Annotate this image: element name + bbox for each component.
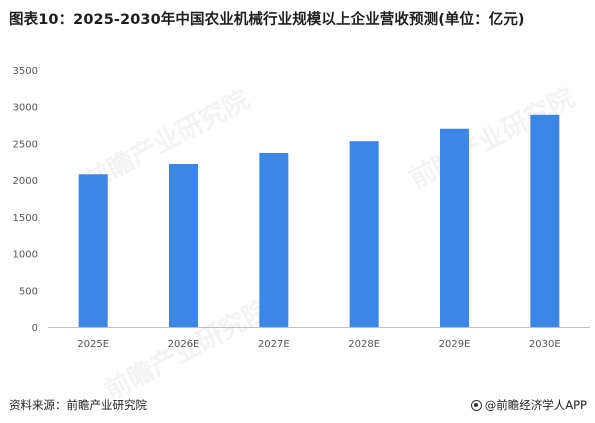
x-tick-label: 2026E — [168, 339, 200, 350]
bar-2026E — [169, 163, 198, 327]
bar-2027E — [259, 152, 289, 327]
x-tick-label: 2030E — [529, 339, 561, 350]
bar-2028E — [349, 141, 379, 327]
brand-credit: @前瞻经济学人APP — [470, 397, 587, 413]
bars — [78, 114, 560, 327]
y-tick-label: 3500 — [13, 66, 38, 77]
brand-text: @前瞻经济学人APP — [484, 398, 587, 412]
source-note: 资料来源：前瞻产业研究院 — [9, 398, 147, 412]
x-tick-label: 2028E — [348, 339, 380, 350]
x-tick-label: 2027E — [258, 339, 290, 350]
bar-2030E — [530, 114, 560, 327]
y-tick-label: 0 — [32, 323, 38, 334]
bar-2029E — [440, 128, 469, 327]
y-axis-ticks: 0 500 1000 1500 2000 2500 3000 3500 — [13, 66, 38, 334]
y-tick-label: 1500 — [13, 213, 38, 224]
y-tick-label: 2500 — [13, 139, 38, 150]
x-axis-ticks: 2025E 2026E 2027E 2028E 2029E 2030E — [77, 339, 560, 350]
x-tick-label: 2025E — [77, 339, 109, 350]
y-tick-label: 2000 — [13, 176, 38, 187]
bar-2025E — [78, 174, 108, 327]
y-tick-label: 500 — [19, 286, 38, 297]
chart-title: 图表10：2025-2030年中国农业机械行业规模以上企业营收预测(单位：亿元) — [9, 12, 525, 28]
y-tick-label: 3000 — [13, 103, 38, 114]
x-tick-label: 2029E — [439, 339, 471, 350]
brand-logo-icon — [470, 399, 482, 411]
y-tick-label: 1000 — [13, 250, 38, 261]
